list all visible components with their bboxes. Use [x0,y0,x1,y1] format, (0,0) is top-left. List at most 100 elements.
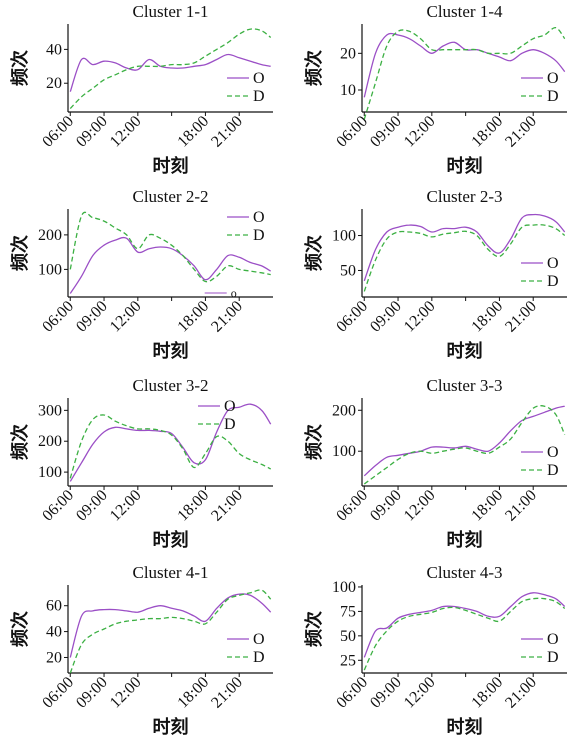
x-tick-label: 09:00 [367,674,405,712]
stray-annotation: o [231,286,237,300]
series-line-d [363,405,566,485]
y-tick-label: 200 [38,227,62,244]
legend-label-o: O [547,70,559,87]
y-tick-label: 100 [332,579,356,596]
x-tick-label: 09:00 [367,487,405,525]
legend-label-o: O [547,631,559,648]
legend-label-o: O [547,255,559,272]
x-tick-label: 09:00 [73,487,111,525]
legend-label-d: D [547,462,559,479]
chart-title: Cluster 3-3 [426,376,502,395]
x-tick-label: 09:00 [73,298,111,336]
chart-title: Cluster 4-3 [426,563,502,582]
y-axis-title: 频次 [303,611,324,647]
x-tick-label: 18:00 [468,674,506,712]
y-tick-label: 100 [332,228,356,245]
x-tick-label: 18:00 [468,298,506,336]
y-axis-title: 频次 [303,50,324,86]
x-tick-label: 12:00 [401,298,439,336]
x-tick-label: 06:00 [39,674,77,712]
y-tick-label: 300 [38,402,62,419]
x-tick-label: 06:00 [333,674,371,712]
x-tick-label: 21:00 [208,487,246,525]
y-tick-label: 100 [332,443,356,460]
legend-label-d: D [224,416,236,433]
x-tick-label: 21:00 [208,674,246,712]
series-line-d [69,211,271,283]
series-line-o [69,403,272,482]
x-axis-title: 时刻 [447,340,483,361]
y-axis-title: 频次 [9,50,30,86]
series-line-o [363,405,565,477]
x-tick-label: 12:00 [401,113,439,151]
series-line-d [69,28,272,110]
x-tick-label: 09:00 [73,674,111,712]
legend-label-d: D [547,273,559,290]
series-line-o [69,593,272,658]
chart-title: Cluster 3-2 [132,376,208,395]
y-tick-label: 75 [340,603,356,620]
y-tick-label: 200 [332,402,356,419]
legend-label-o: O [253,631,265,648]
y-tick-label: 25 [340,652,356,669]
y-tick-label: 100 [38,464,62,481]
series-line-o [363,32,566,98]
x-tick-label: 06:00 [333,113,371,151]
x-tick-label: 09:00 [73,113,111,151]
series-line-d [363,27,566,120]
y-tick-label: 10 [340,82,356,99]
legend-label-o: O [224,398,236,415]
y-axis-title: 频次 [9,235,30,271]
legend-label-o: O [253,209,265,226]
y-tick-label: 20 [46,75,62,92]
series-line-o [363,213,566,282]
x-axis-title: 时刻 [447,155,483,176]
x-tick-label: 06:00 [333,298,371,336]
legend-label-d: D [547,649,559,666]
y-tick-label: 200 [38,433,62,450]
y-tick-label: 40 [46,624,62,641]
x-axis-title: 时刻 [153,340,189,361]
x-tick-label: 18:00 [174,674,212,712]
y-tick-label: 100 [38,261,62,278]
y-tick-label: 20 [46,649,62,666]
y-axis-title: 频次 [303,424,324,460]
x-tick-label: 21:00 [208,113,246,151]
chart-title: Cluster 1-4 [426,2,503,21]
x-tick-label: 12:00 [401,487,439,525]
x-axis-title: 时刻 [153,529,189,550]
chart-title: Cluster 1-1 [132,2,208,21]
x-tick-label: 06:00 [333,487,371,525]
y-tick-label: 20 [340,45,356,62]
y-axis-title: 频次 [303,235,324,271]
series-line-d [363,597,566,671]
y-axis-title: 频次 [9,611,30,647]
x-tick-label: 21:00 [208,298,246,336]
series-line-o [363,592,566,658]
series-line-d [69,589,272,674]
legend-label-d: D [547,88,559,105]
x-tick-label: 06:00 [39,113,77,151]
x-axis-title: 时刻 [153,155,189,176]
series-line-o [69,53,271,92]
x-tick-label: 21:00 [502,487,540,525]
x-tick-label: 12:00 [401,674,439,712]
x-tick-label: 06:00 [39,487,77,525]
x-tick-label: 12:00 [107,113,145,151]
x-axis-title: 时刻 [153,716,189,736]
chart-title: Cluster 2-2 [132,187,208,206]
legend-label-d: D [253,88,265,105]
x-tick-label: 18:00 [174,487,212,525]
x-tick-label: 12:00 [107,487,145,525]
x-axis-title: 时刻 [447,529,483,550]
x-tick-label: 09:00 [367,298,405,336]
